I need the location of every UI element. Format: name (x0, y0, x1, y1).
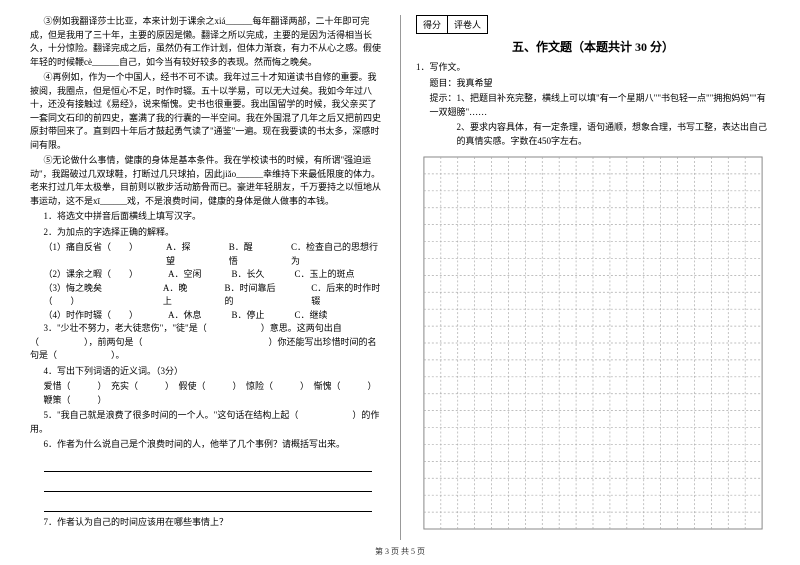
score-label: 得分 (417, 16, 448, 33)
q2-choice-3: （3）悔之晚矣（ ） A．晚上 B．时间靠后的 C．后来的时作时辍 (30, 282, 385, 309)
q2-choice-2: （2）课余之暇（ ） A．空闲 B．长久 C．玉上的斑点 (30, 268, 385, 282)
essay-topic: 题目：我真希望 (416, 77, 770, 91)
section-title: 五、作文题（本题共计 30 分） (416, 38, 770, 55)
q2-4-a: A．休息 (168, 309, 202, 323)
question-4: 4．写出下列词语的近义词。（3分） (30, 365, 385, 379)
q2-choice-1: （1）痛自反省（ ） A．探望 B．醒悟 C．检查自己的思想行为 (30, 241, 385, 268)
answer-line-6a[interactable] (44, 456, 372, 472)
q2-2-label: （2）课余之暇（ ） (44, 268, 139, 282)
paragraph-4: ④再例如，作为一个中国人，经书不可不读。我年过三十才知道读书自修的重要。我披阅，… (30, 71, 385, 152)
q2-1-a: A．探望 (166, 241, 199, 268)
page-footer: 第 3 页 共 5 页 (0, 546, 800, 557)
q2-3-b: B．时间靠后的 (225, 282, 282, 309)
question-1: 1．将选文中拼音后面横线上填写汉字。 (30, 210, 385, 224)
essay-hint-2: 2、要求内容具体，有一定条理，语句通顺，想象合理，书写工整，表达出自己的真情实感… (416, 121, 770, 148)
question-5: 5．"我自己就是浪费了很多时间的一个人。"这句话在结构上起（ ）的作用。 (30, 409, 385, 436)
grid-svg (416, 156, 770, 530)
question-2: 2．为加点的字选择正确的解释。 (30, 226, 385, 240)
q2-choice-4: （4）时作时辍（ ） A．休息 B．停止 C．继续 (30, 309, 385, 323)
q2-4-label: （4）时作时辍（ ） (44, 309, 139, 323)
q2-3-c: C．后来的时作时辍 (311, 282, 385, 309)
section-header: 得分 评卷人 (416, 15, 770, 34)
left-column: ③例如我翻译莎士比亚，本来计划于课余之xiá______每年翻译两部，二十年即可… (30, 15, 400, 540)
paragraph-5: ⑤无论做什么事情，健康的身体是基本条件。我在学校读书的时候，有所谓"强迫运动"，… (30, 154, 385, 208)
q2-1-label: （1）痛自反省（ ） (44, 241, 136, 268)
q2-2-a: A．空闲 (168, 268, 202, 282)
q2-2-b: B．长久 (232, 268, 265, 282)
writing-grid[interactable] (416, 156, 770, 532)
q2-4-c: C．继续 (295, 309, 328, 323)
q2-1-b: B．醒悟 (229, 241, 261, 268)
question-6: 6．作者为什么说自己是个浪费时间的人，他举了几个事例？请概括写出来。 (30, 438, 385, 452)
q2-2-c: C．玉上的斑点 (295, 268, 355, 282)
q2-3-label: （3）悔之晚矣（ ） (44, 282, 133, 309)
paragraph-3: ③例如我翻译莎士比亚，本来计划于课余之xiá______每年翻译两部，二十年即可… (30, 15, 385, 69)
score-box: 得分 评卷人 (416, 15, 488, 34)
answer-line-6b[interactable] (44, 476, 372, 492)
question-7: 7．作者认为自己的时间应该用在哪些事情上？ (30, 516, 385, 530)
essay-q1: 1．写作文。 (416, 61, 770, 75)
grader-label: 评卷人 (448, 16, 487, 33)
essay-hint-1: 提示：1、把题目补充完整，横线上可以填"有一个星期八""书包轻一点""拥抱妈妈"… (416, 92, 770, 119)
question-4-words: 爱惜（ ） 充实（ ） 假使（ ） 惊险（ ） 惭愧（ ） 鞭策（ ） (30, 380, 385, 407)
q2-1-c: C．检查自己的思想行为 (291, 241, 385, 268)
q2-4-b: B．停止 (232, 309, 265, 323)
q2-3-a: A．晚上 (163, 282, 195, 309)
answer-line-6c[interactable] (44, 496, 372, 512)
right-column: 得分 评卷人 五、作文题（本题共计 30 分） 1．写作文。 题目：我真希望 提… (400, 15, 770, 540)
question-3: 3．"少壮不努力，老大徒悲伤"，"徒"是（ ）意思。这两句出自（ ），前两句是（… (30, 322, 385, 363)
